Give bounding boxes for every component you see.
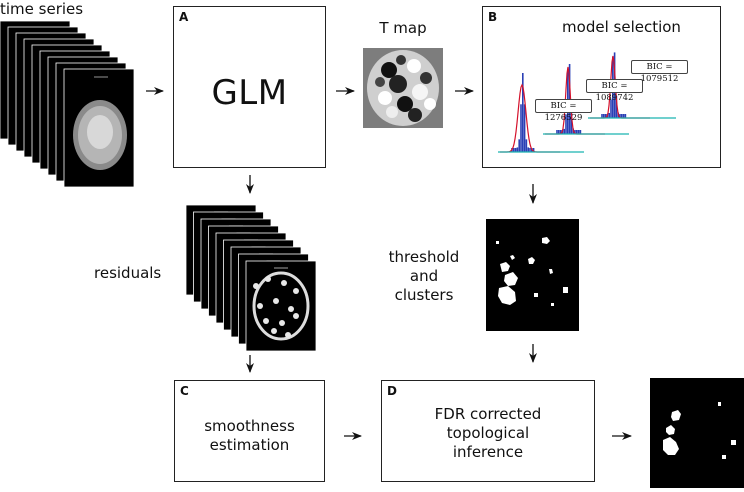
panel-d-letter: D (387, 384, 397, 398)
panel-b-letter: B (488, 10, 498, 24)
fdr-line-1: FDR corrected (434, 405, 542, 423)
model-selection-title: model selection (562, 18, 681, 36)
cluster-blob (563, 287, 568, 293)
t-map-label: T map (379, 19, 427, 37)
panel-d-fdr: D FDR corrected topological inference (381, 380, 595, 482)
fdr-line-3: inference (452, 443, 524, 461)
cluster-blob (498, 286, 516, 305)
cluster-blob (500, 262, 510, 272)
panel-a-letter: A (179, 10, 189, 24)
histogram-group (498, 73, 584, 153)
residuals-label: residuals (94, 264, 162, 282)
bic-box-first: BIC = 1276529 (535, 99, 592, 123)
panel-c-smoothness: C smoothness estimation (174, 380, 325, 482)
fdr-text: FDR corrected topological inference (382, 405, 594, 462)
residual-frame (245, 260, 317, 352)
cluster-blob (496, 241, 499, 244)
fdr-line-2: topological (446, 424, 530, 442)
smoothness-line-1: smoothness (204, 417, 295, 435)
time-series-frame (63, 68, 135, 188)
cluster-blob (510, 255, 515, 260)
cluster-blob (528, 257, 535, 264)
bic-box-third: BIC = 1079512 (631, 60, 688, 84)
cluster-blob (551, 303, 554, 306)
cluster-blob (534, 293, 538, 297)
smoothness-text: smoothness estimation (175, 417, 324, 455)
threshold-line-2: and (409, 267, 439, 285)
threshold-line-3: clusters (394, 286, 454, 304)
threshold-label: threshold and clusters (383, 248, 465, 305)
time-series-label: time series (0, 0, 84, 18)
bic-box-second: BIC = 1089742 (586, 79, 643, 103)
smoothness-line-2: estimation (209, 436, 290, 454)
panel-c-letter: C (180, 384, 189, 398)
cluster-blob (549, 269, 553, 274)
panel-a-glm: A GLM (173, 6, 326, 168)
cluster-blob (504, 272, 518, 286)
threshold-line-1: threshold (388, 248, 460, 266)
glm-label: GLM (211, 73, 288, 113)
cluster-blob (542, 237, 550, 244)
